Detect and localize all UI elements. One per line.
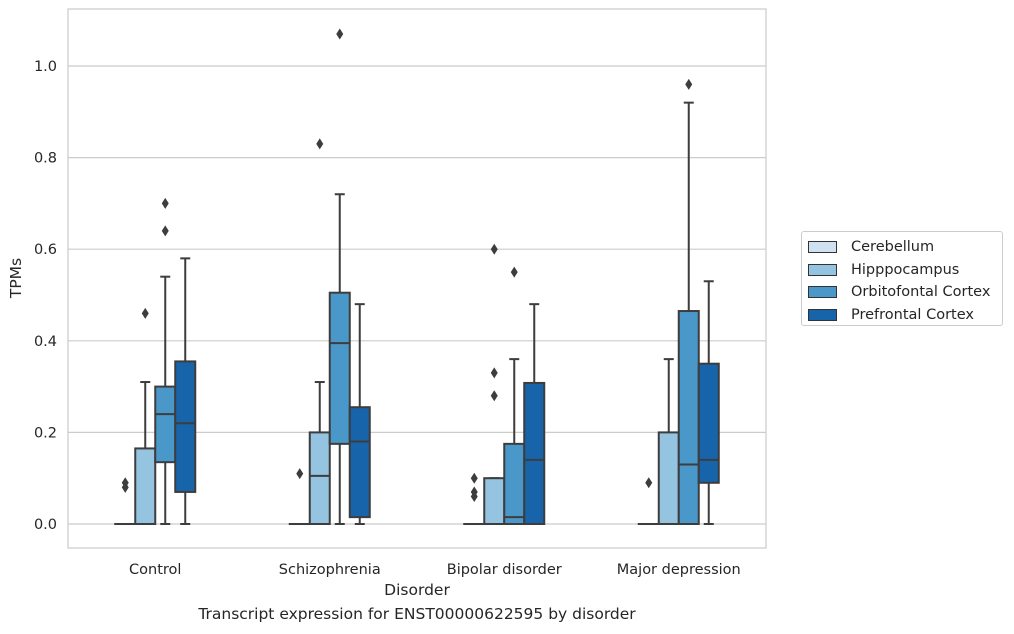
x-axis-label: Disorder [384, 581, 450, 599]
box-group [154, 197, 177, 525]
box-group [697, 280, 720, 525]
y-tick-label: 0.8 [34, 151, 57, 167]
y-tick-label: 0.6 [34, 242, 57, 258]
legend-label: Prefrontal Cortex [851, 306, 974, 323]
box-group [657, 358, 680, 525]
y-tick-label: 0.4 [34, 334, 57, 350]
box [328, 291, 351, 445]
series-hipppocampus [134, 138, 680, 526]
outlier-point [470, 472, 478, 484]
box-group [134, 307, 157, 525]
legend-item-orbitofrontal-cortex: Orbitofontal Cortex [808, 281, 1002, 304]
y-tick-label: 0.2 [34, 425, 57, 441]
box-group [308, 138, 331, 525]
outlier-point [645, 477, 653, 489]
series-cerebellum [114, 468, 660, 526]
figure-caption: Transcript expression for ENST0000062259… [198, 605, 636, 623]
box-group [174, 257, 197, 525]
legend-swatch [808, 263, 837, 276]
x-tick-label: Control [129, 562, 181, 578]
box [174, 360, 197, 493]
legend-swatch [808, 308, 837, 321]
box [134, 447, 157, 525]
series-prefrontal-cortex [174, 257, 720, 525]
box-group [677, 78, 700, 525]
y-axis-label: TPMs [7, 258, 25, 299]
box-group [463, 472, 486, 526]
box [657, 431, 680, 525]
legend-label: Orbitofontal Cortex [851, 284, 991, 301]
box [154, 385, 177, 464]
box [697, 362, 720, 484]
legend-swatch [808, 286, 837, 299]
box-group [114, 477, 137, 526]
y-tick-label: 1.0 [34, 59, 57, 75]
outlier-point [141, 307, 149, 319]
legend-label: Cerebellum [851, 239, 935, 256]
box [503, 442, 526, 526]
box-group [523, 303, 546, 525]
box-group [348, 303, 371, 525]
outlier-point [121, 477, 129, 489]
box-series [114, 28, 720, 526]
plot-frame [67, 8, 767, 549]
series-orbitofontal-cortex [154, 28, 700, 526]
outlier-point [161, 197, 169, 209]
y-tick-label: 0.0 [34, 517, 57, 533]
outlier-point [470, 486, 478, 498]
outlier-point [490, 390, 498, 402]
legend-item-hippocampus: Hipppocampus [808, 259, 1002, 282]
outlier-point [490, 367, 498, 379]
legend-label: Hipppocampus [851, 261, 960, 278]
box-group [483, 243, 506, 526]
box-group [288, 468, 311, 526]
box [483, 477, 506, 526]
legend-item-cerebellum: Cerebellum [808, 236, 1002, 259]
outlier-point [316, 138, 324, 150]
box-group [637, 477, 660, 526]
legend-item-prefrontal-cortex: Prefrontal Cortex [808, 304, 1002, 327]
x-tick-label: Bipolar disorder [447, 562, 562, 578]
outlier-point [161, 225, 169, 237]
legend-swatch [808, 241, 837, 254]
box [348, 406, 371, 519]
y-axis-ticks: 0.0 0.2 0.4 0.6 0.8 1.0 [34, 59, 57, 533]
box [523, 381, 546, 525]
x-axis-ticks: Control Schizophrenia Bipolar disorder Majo… [129, 562, 741, 578]
x-tick-label: Schizophrenia [279, 562, 381, 578]
box [308, 431, 331, 525]
box-group [503, 266, 526, 526]
outlier-point [685, 78, 693, 90]
outlier-point [336, 28, 344, 40]
box [677, 310, 700, 525]
x-tick-label: Major depression [617, 562, 741, 578]
outlier-point [510, 266, 518, 278]
outlier-point [490, 243, 498, 255]
box-group [328, 28, 351, 525]
outlier-point [296, 468, 304, 480]
legend: Cerebellum Hipppocampus Orbitofontal Cor… [801, 231, 1003, 326]
